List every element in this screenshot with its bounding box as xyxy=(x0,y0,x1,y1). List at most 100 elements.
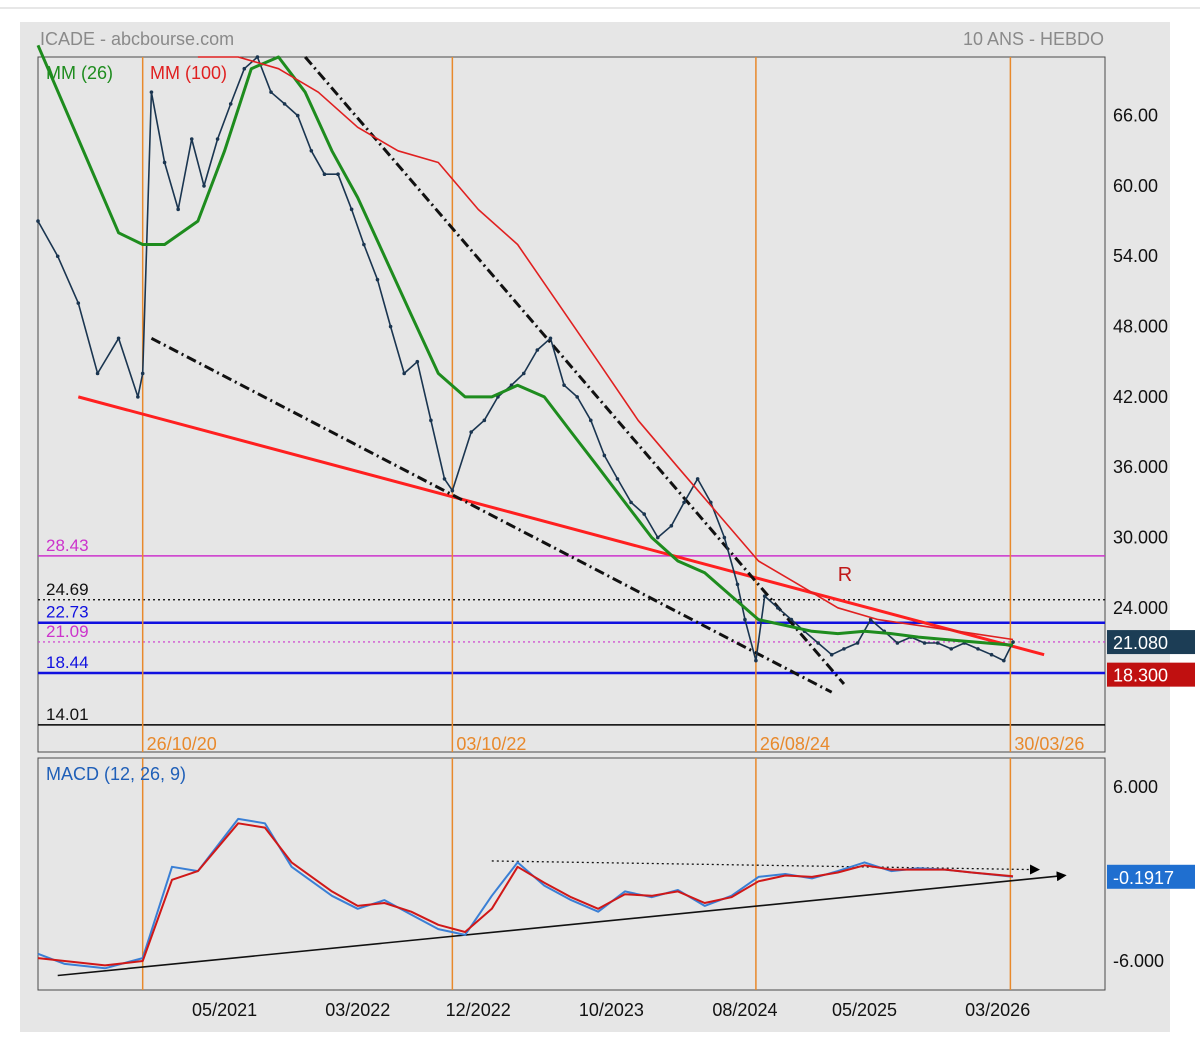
price-point xyxy=(562,383,566,387)
x-tick: 03/2026 xyxy=(965,1000,1030,1020)
x-tick: 05/2021 xyxy=(192,1000,257,1020)
price-y-tick: 66.00 xyxy=(1113,106,1158,126)
chart-period: 10 ANS - HEBDO xyxy=(963,29,1104,49)
price-point xyxy=(895,641,900,645)
price-point xyxy=(149,90,154,94)
price-badge-text: 18.300 xyxy=(1113,666,1168,686)
legend-macd: MACD (12, 26, 9) xyxy=(46,764,186,784)
price-point xyxy=(76,301,81,305)
price-y-tick: 24.000 xyxy=(1113,598,1168,618)
price-badge xyxy=(1107,662,1195,687)
price-point xyxy=(762,594,767,598)
macd-y-tick: 6.000 xyxy=(1113,777,1158,797)
macd-trendline-support xyxy=(57,871,1067,977)
price-point xyxy=(949,647,954,651)
macd-series-line xyxy=(37,817,1014,970)
price-point xyxy=(989,652,994,657)
price-y-tick: 42.000 xyxy=(1113,387,1168,407)
price-point xyxy=(868,617,873,622)
price-point xyxy=(442,477,447,481)
price-point xyxy=(322,172,327,177)
series-line xyxy=(36,44,1014,647)
price-point xyxy=(535,348,540,352)
price-y-tick: 48.000 xyxy=(1113,317,1168,337)
price-point xyxy=(202,184,206,188)
price-point xyxy=(1002,658,1006,663)
x-tick: 12/2022 xyxy=(446,1000,511,1020)
price-point xyxy=(776,606,780,610)
trendline-upper-channel xyxy=(304,56,846,686)
price-point xyxy=(695,477,700,481)
macd-badge-text: -0.1917 xyxy=(1113,868,1174,888)
level-label: 14.01 xyxy=(46,705,89,724)
price-point xyxy=(215,137,220,141)
series-line xyxy=(197,56,1014,641)
price-point xyxy=(336,172,340,177)
price-badge-text: 21.080 xyxy=(1113,633,1168,653)
price-point xyxy=(55,254,60,259)
macd-y-tick: -6.000 xyxy=(1113,951,1164,971)
price-point xyxy=(629,500,633,505)
macd-trendline-dotted-resistance xyxy=(491,860,1040,875)
level-label: 21.09 xyxy=(46,622,89,641)
price-point xyxy=(669,524,674,528)
price-point xyxy=(735,582,740,587)
price-y-tick: 36.000 xyxy=(1113,457,1168,477)
price-point xyxy=(642,512,647,516)
legend-ma26: MM (26) xyxy=(46,63,113,83)
price-point xyxy=(295,113,300,118)
trendline-resistance xyxy=(77,395,1045,657)
price-point xyxy=(402,371,406,376)
price-y-tick: 60.00 xyxy=(1113,176,1158,196)
x-tick: 05/2025 xyxy=(832,1000,897,1020)
level-label: 24.69 xyxy=(46,580,89,599)
price-point xyxy=(242,66,247,71)
macd-badge xyxy=(1107,864,1195,889)
price-point xyxy=(388,324,393,329)
level-label: 28.43 xyxy=(46,536,89,555)
marker-date-label: 30/03/26 xyxy=(1014,734,1084,754)
trendline-lower-channel xyxy=(150,336,833,694)
chart-title: ICADE - abcbourse.com xyxy=(40,29,234,49)
price-point xyxy=(309,148,314,153)
price-point xyxy=(415,359,420,364)
price-point xyxy=(482,418,487,423)
price-point xyxy=(162,160,167,165)
price-point xyxy=(829,652,834,657)
price-point xyxy=(521,371,526,376)
price-point xyxy=(95,371,100,376)
price-point xyxy=(36,219,40,223)
legend-ma100: MM (100) xyxy=(150,63,227,83)
price-point xyxy=(116,336,121,341)
price-point xyxy=(855,641,860,645)
price-y-tick: 30.000 xyxy=(1113,528,1168,548)
price-point xyxy=(269,90,273,94)
price-point xyxy=(282,102,287,106)
price-point xyxy=(682,500,686,505)
price-point xyxy=(922,641,927,645)
x-tick: 08/2024 xyxy=(712,1000,777,1020)
resistance-label: R xyxy=(838,564,852,586)
price-point xyxy=(362,242,366,247)
price-point xyxy=(375,277,380,282)
price-point xyxy=(548,336,553,341)
price-point xyxy=(176,207,180,212)
price-point xyxy=(429,418,433,423)
price-point xyxy=(140,371,145,376)
price-point xyxy=(575,395,579,399)
price-point xyxy=(450,488,455,493)
price-point xyxy=(228,102,233,106)
price-point xyxy=(602,453,607,458)
price-point xyxy=(136,395,140,399)
marker-date-label: 26/10/20 xyxy=(147,734,217,754)
price-badge xyxy=(1107,630,1195,655)
price-point xyxy=(722,535,727,540)
price-point xyxy=(469,430,473,434)
price-point xyxy=(743,617,747,622)
price-y-tick: 54.00 xyxy=(1113,246,1158,266)
price-point xyxy=(816,641,820,645)
series-line xyxy=(37,56,1014,662)
price-point xyxy=(255,55,260,59)
macd-series-line xyxy=(37,822,1014,967)
